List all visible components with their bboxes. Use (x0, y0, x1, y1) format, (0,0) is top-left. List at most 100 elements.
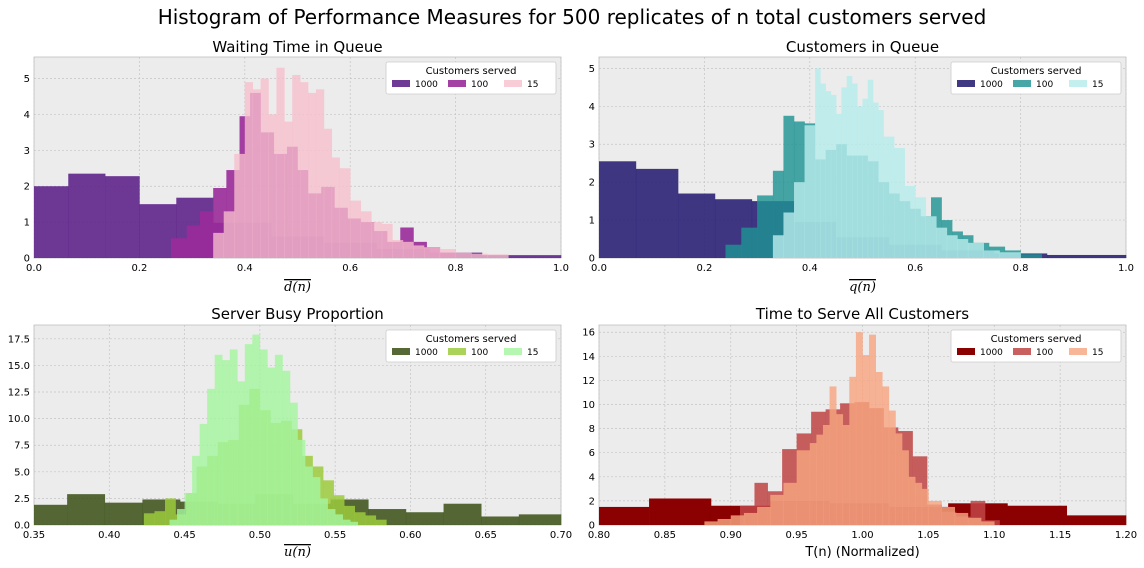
histogram-bar (757, 195, 774, 258)
x-tick-label: 0.8 (448, 263, 464, 274)
histogram-bar (267, 367, 276, 525)
histogram-bar (252, 89, 261, 258)
histogram-bar (154, 511, 166, 525)
y-tick-label: 4 (589, 472, 595, 483)
series-15 (169, 334, 359, 525)
x-tick-label: 0.60 (399, 530, 421, 541)
histogram-bar (830, 94, 837, 258)
x-tick-label: 0.85 (654, 530, 676, 541)
x-axis-label: u(n) (284, 545, 311, 560)
histogram-bar (315, 89, 325, 258)
histogram-bar (371, 222, 383, 258)
histogram-bar (392, 240, 404, 258)
histogram-bar (297, 439, 306, 525)
y-tick-label: 4 (24, 110, 30, 121)
histogram-bar (741, 227, 758, 258)
histogram-bar (743, 512, 758, 525)
histogram-bar (825, 91, 832, 258)
bars (34, 67, 562, 259)
histogram-bar (902, 450, 909, 525)
histogram-bar (365, 515, 377, 525)
x-ticks: 0.0 0.2 0.4 0.6 0.8 1.0 (591, 263, 1134, 274)
histogram-bar (783, 482, 797, 525)
legend-swatch (957, 348, 975, 355)
y-tick-label: 16 (582, 328, 595, 339)
histogram-bar (439, 249, 456, 258)
legend-swatch (1069, 80, 1087, 87)
legend: Customers served 1000 100 15 (950, 61, 1122, 95)
histogram-bar (139, 204, 177, 258)
legend: Customers served 1000 100 15 (385, 61, 557, 95)
legend-entry: 15 (1092, 80, 1103, 90)
histogram-bar (851, 83, 858, 258)
histogram-bar (335, 514, 343, 525)
x-tick-label: 1.15 (1049, 530, 1071, 541)
histogram-bar (921, 488, 929, 525)
series-15 (704, 332, 995, 525)
histogram-bar (67, 494, 106, 525)
histogram-bar (192, 455, 200, 525)
histogram-bar (339, 168, 351, 258)
histogram-bar (842, 425, 850, 525)
histogram-bar (983, 250, 1000, 258)
y-tick-label: 3 (24, 146, 30, 157)
histogram-bar (967, 242, 985, 258)
y-tick-label: 1 (589, 216, 595, 227)
legend-title: Customers served (991, 334, 1082, 345)
x-axis-label: T(n) (Normalized) (804, 545, 919, 560)
histogram-bar (259, 349, 268, 525)
x-tick-label: 0.4 (237, 263, 253, 274)
panel-title: Waiting Time in Queue (212, 38, 382, 56)
panel-title: Customers in Queue (786, 38, 939, 56)
legend-entry: 100 (1036, 80, 1053, 90)
series-15 (772, 68, 1021, 259)
legend-swatch (448, 348, 466, 355)
histogram-bar (260, 78, 269, 259)
y-ticks: 0.0 2.5 5.0 7.5 10.0 12.5 15.0 17.5 (8, 334, 30, 531)
histogram-bar (783, 115, 795, 258)
histogram-bar (244, 344, 253, 525)
histogram-bar (862, 98, 869, 258)
histogram-bar (882, 386, 890, 525)
y-ticks: 0 1 2 3 4 5 (589, 64, 595, 265)
histogram-bar (350, 200, 362, 258)
histogram-bar (635, 168, 679, 258)
legend-title: Customers served (426, 66, 517, 77)
y-tick-label: 7.5 (14, 441, 30, 452)
panel-title: Time to Serve All Customers (755, 305, 969, 323)
histogram-bar (957, 239, 969, 258)
histogram-bar (289, 402, 298, 525)
panel-title: Server Busy Proportion (211, 305, 384, 323)
y-tick-label: 3 (589, 140, 595, 151)
y-tick-label: 17.5 (8, 334, 30, 345)
legend-title: Customers served (426, 334, 517, 345)
histogram-bar (169, 519, 178, 525)
histogram-bar (873, 102, 879, 259)
legend-entry: 15 (527, 80, 538, 90)
histogram-bar (875, 371, 883, 525)
histogram-bar (717, 518, 732, 525)
histogram-bar (423, 247, 441, 258)
histogram-bar (237, 381, 246, 525)
histogram-bar (678, 193, 716, 258)
histogram-bar (904, 185, 916, 258)
histogram-bar (757, 506, 771, 525)
legend-swatch (1013, 348, 1031, 355)
legend: Customers served 1000 100 15 (950, 329, 1122, 363)
histogram-bar (770, 494, 784, 525)
histogram-bar (207, 388, 215, 525)
histogram-bar (405, 512, 444, 525)
legend-swatch (448, 80, 466, 87)
histogram-bar (305, 466, 313, 525)
histogram-bar (1046, 254, 1127, 258)
y-ticks: 0 2 4 6 8 10 12 14 16 (582, 328, 595, 532)
histogram-bar (862, 355, 870, 525)
histogram-bar (928, 500, 942, 525)
y-tick-label: 6 (589, 448, 595, 459)
histogram-bar (820, 83, 826, 258)
histogram-bar (171, 238, 188, 258)
legend-swatch (392, 80, 410, 87)
y-tick-label: 12 (582, 376, 595, 387)
histogram-bar (772, 235, 784, 258)
